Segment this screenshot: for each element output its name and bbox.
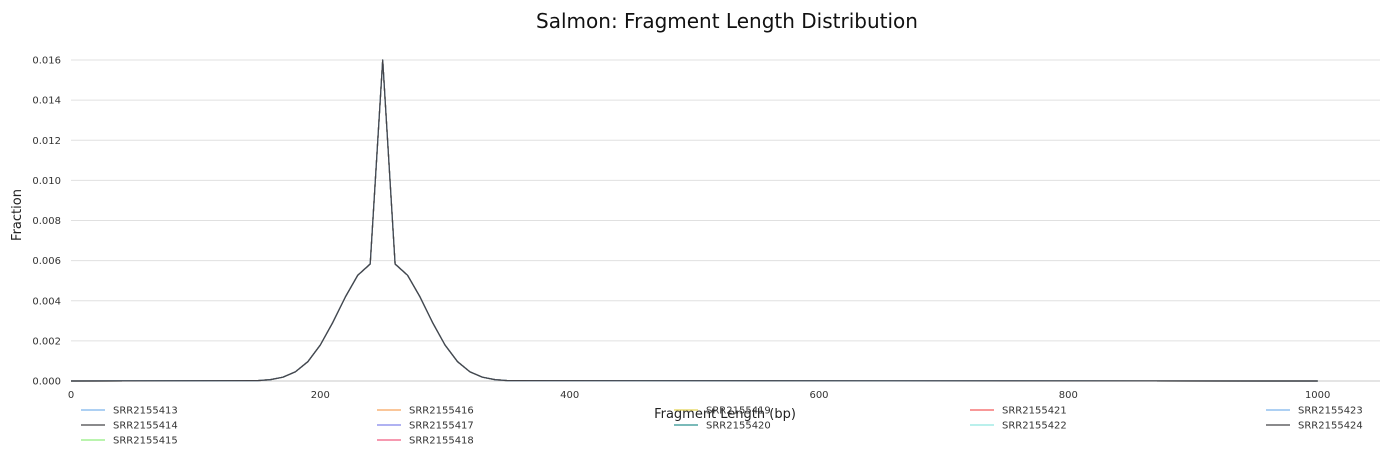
x-tick-label: 200	[311, 390, 330, 401]
chart-title: Salmon: Fragment Length Distribution	[536, 9, 918, 33]
legend: SRR2155413 SRR2155414 SRR2155415 SRR2155416…	[81, 406, 1363, 447]
x-tick-label: 600	[809, 390, 828, 401]
y-tick-label: 0.004	[32, 296, 61, 307]
legend-item[interactable]: SRR2155417	[409, 421, 474, 432]
legend-item[interactable]: SRR2155421	[1002, 406, 1067, 417]
series-lines	[70, 59, 1318, 382]
y-axis-label: Fraction	[10, 189, 25, 241]
x-axis-label: Fragment Length (bp)	[654, 407, 796, 422]
legend-item[interactable]: SRR2155419	[706, 406, 771, 417]
gridlines	[71, 59, 1380, 382]
series-line-SRR2155424[interactable]	[70, 59, 1318, 382]
legend-item[interactable]: SRR2155414	[113, 421, 178, 432]
y-tick-label: 0.016	[32, 56, 61, 67]
legend-item[interactable]: SRR2155413	[113, 406, 178, 417]
y-tick-label: 0.006	[32, 256, 61, 267]
legend-item[interactable]: SRR2155415	[113, 436, 178, 447]
y-tick-label: 0.008	[32, 216, 61, 227]
y-tick-label: 0.010	[32, 176, 61, 187]
x-tick-label: 400	[560, 390, 579, 401]
x-axis-ticks: 0 200 400 600 800 1000	[68, 390, 1331, 401]
x-tick-label: 1000	[1305, 390, 1330, 401]
x-tick-label: 0	[68, 390, 74, 401]
y-tick-label: 0.002	[32, 336, 61, 347]
y-tick-label: 0.012	[32, 136, 61, 147]
y-axis-ticks: 0.000 0.002 0.004 0.006 0.008 0.010 0.012 0.014…	[32, 56, 61, 388]
legend-item[interactable]: SRR2155424	[1298, 421, 1363, 432]
legend-item[interactable]: SRR2155422	[1002, 421, 1067, 432]
y-tick-label: 0.000	[32, 377, 61, 388]
legend-item[interactable]: SRR2155420	[706, 421, 771, 432]
legend-item[interactable]: SRR2155423	[1298, 406, 1363, 417]
legend-item[interactable]: SRR2155416	[409, 406, 474, 417]
x-tick-label: 800	[1059, 390, 1078, 401]
y-tick-label: 0.014	[32, 96, 61, 107]
legend-item[interactable]: SRR2155418	[409, 436, 474, 447]
